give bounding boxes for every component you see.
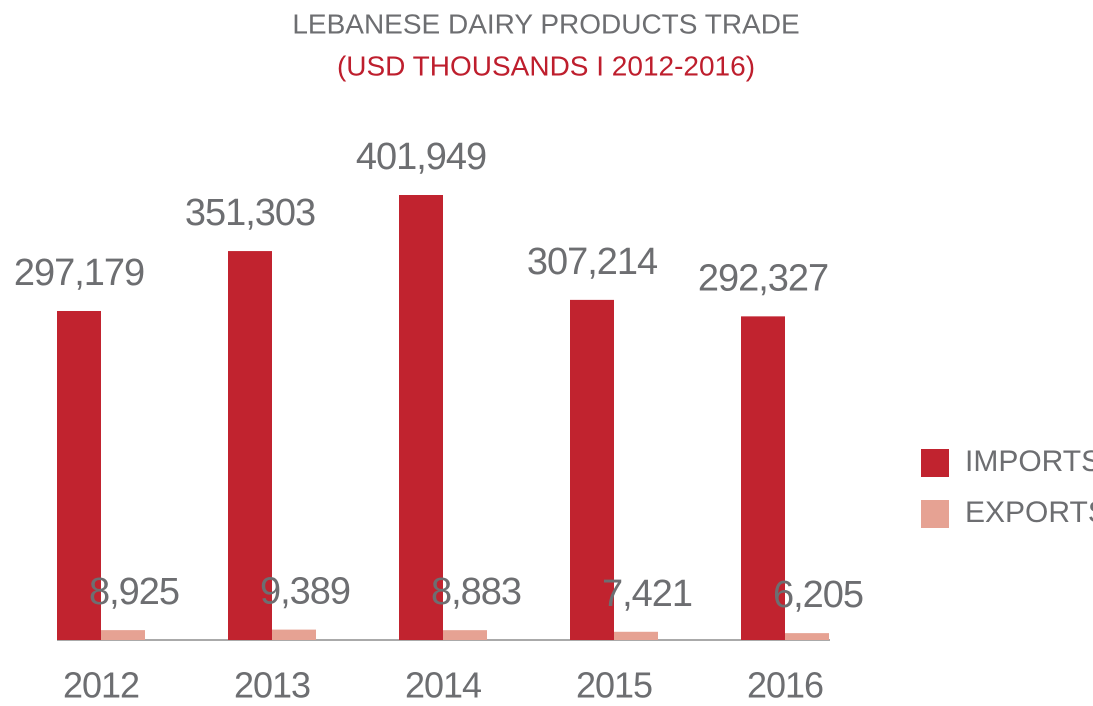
bar xyxy=(570,299,614,640)
x-tick-label: 2014 xyxy=(405,665,481,706)
legend-label: IMPORTS xyxy=(965,445,1093,478)
bar xyxy=(399,195,443,640)
bar xyxy=(785,633,829,640)
x-tick-label: 2012 xyxy=(63,665,139,706)
value-label: 351,303 xyxy=(185,192,315,234)
bar xyxy=(272,629,316,640)
legend-label: EXPORTS xyxy=(965,496,1093,529)
chart-title: LEBANESE DAIRY PRODUCTS TRADE xyxy=(292,8,799,39)
value-label: 401,949 xyxy=(356,136,486,178)
value-label: 292,327 xyxy=(698,257,828,299)
x-tick-label: 2015 xyxy=(576,665,652,706)
legend-swatch xyxy=(921,500,949,528)
bar xyxy=(614,631,658,640)
x-tick-label: 2013 xyxy=(234,665,310,706)
bar xyxy=(57,310,101,640)
bar xyxy=(228,251,272,640)
value-label: 7,421 xyxy=(602,573,692,615)
x-tick-label: 2016 xyxy=(747,665,823,706)
value-label: 6,205 xyxy=(773,574,863,616)
bar xyxy=(101,630,145,640)
value-label: 8,925 xyxy=(89,571,179,613)
value-label: 297,179 xyxy=(14,252,144,294)
value-label: 9,389 xyxy=(260,571,350,613)
legend-swatch xyxy=(921,449,949,477)
chart-subtitle: (USD THOUSANDS I 2012-2016) xyxy=(337,50,755,81)
bar xyxy=(443,630,487,640)
value-label: 307,214 xyxy=(527,241,658,283)
value-label: 8,883 xyxy=(431,571,521,613)
bar xyxy=(741,316,785,640)
